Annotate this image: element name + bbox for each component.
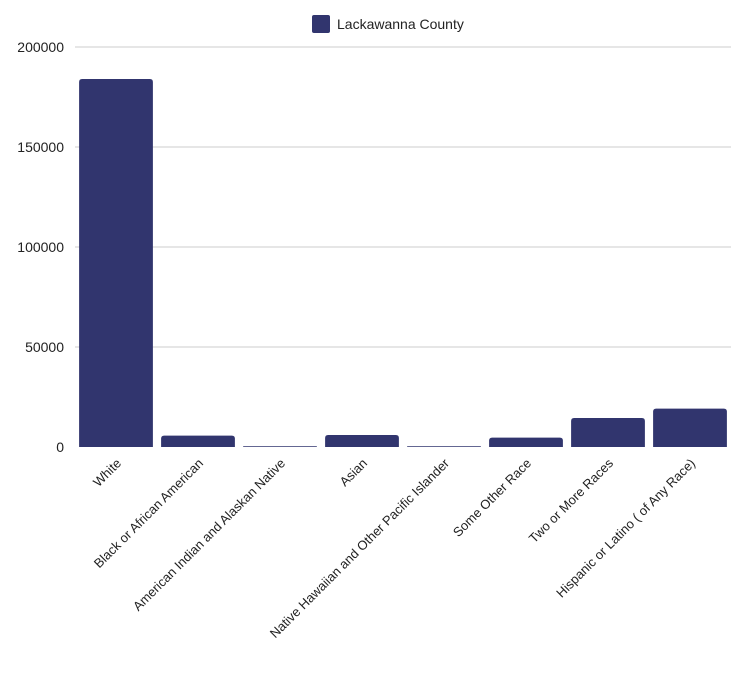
bar-1 xyxy=(161,435,235,447)
legend: Lackawanna County xyxy=(312,15,464,33)
y-axis-tick-labels: 0 50000 100000 150000 200000 xyxy=(17,39,64,455)
bars xyxy=(79,79,727,447)
y-tick-label: 0 xyxy=(56,439,64,455)
x-category-label: White xyxy=(90,456,124,490)
bar-7 xyxy=(653,408,727,447)
bar-2 xyxy=(243,446,317,447)
gridlines xyxy=(75,46,731,348)
bar-3 xyxy=(325,435,399,447)
bar-5 xyxy=(489,437,563,447)
bar-0 xyxy=(79,79,153,447)
x-category-label: Native Hawaiian and Other Pacific Island… xyxy=(267,455,453,641)
y-tick-label: 200000 xyxy=(17,39,64,55)
x-category-label: American Indian and Alaskan Native xyxy=(130,456,288,614)
y-tick-label: 100000 xyxy=(17,239,64,255)
x-category-label: Hispanic or Latino ( of Any Race) xyxy=(553,456,698,601)
legend-label: Lackawanna County xyxy=(337,16,464,32)
x-category-label: Some Other Race xyxy=(450,456,534,540)
bar-4 xyxy=(407,446,481,447)
legend-swatch xyxy=(312,15,330,33)
bar-6 xyxy=(571,418,645,447)
y-tick-label: 150000 xyxy=(17,139,64,155)
y-tick-label: 50000 xyxy=(25,339,64,355)
x-category-label: Two or More Races xyxy=(526,455,617,546)
x-category-label: Asian xyxy=(337,456,371,490)
